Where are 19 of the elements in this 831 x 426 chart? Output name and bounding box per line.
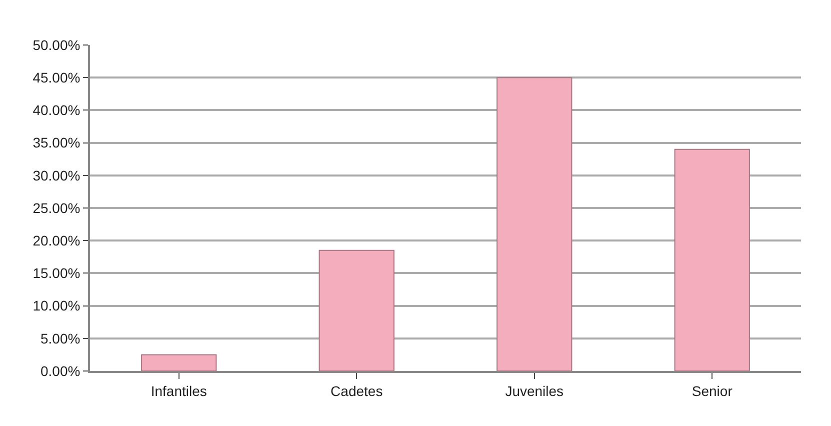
y-tick-label: 0.00% [40,362,80,379]
y-tick-label: 25.00% [32,200,80,216]
y-tick-label: 30.00% [32,167,80,184]
x-tick-label: Infantiles [150,382,207,399]
y-tick-label: 35.00% [32,134,80,151]
bar [674,148,750,371]
x-tick-label: Cadetes [330,382,383,399]
y-tick-label: 40.00% [32,102,80,118]
y-tick-label: 50.00% [32,36,80,53]
bar [318,250,394,371]
bar [141,354,217,371]
x-tick-label: Senior [692,382,733,399]
x-tick-label: Juveniles [505,382,564,399]
y-tick-label: 20.00% [32,232,80,248]
y-tick-label: 15.00% [32,265,80,282]
y-tick-label: 45.00% [32,70,80,86]
bar [496,77,572,371]
y-tick-label: 10.00% [32,298,80,314]
y-tick-label: 5.00% [40,330,80,346]
